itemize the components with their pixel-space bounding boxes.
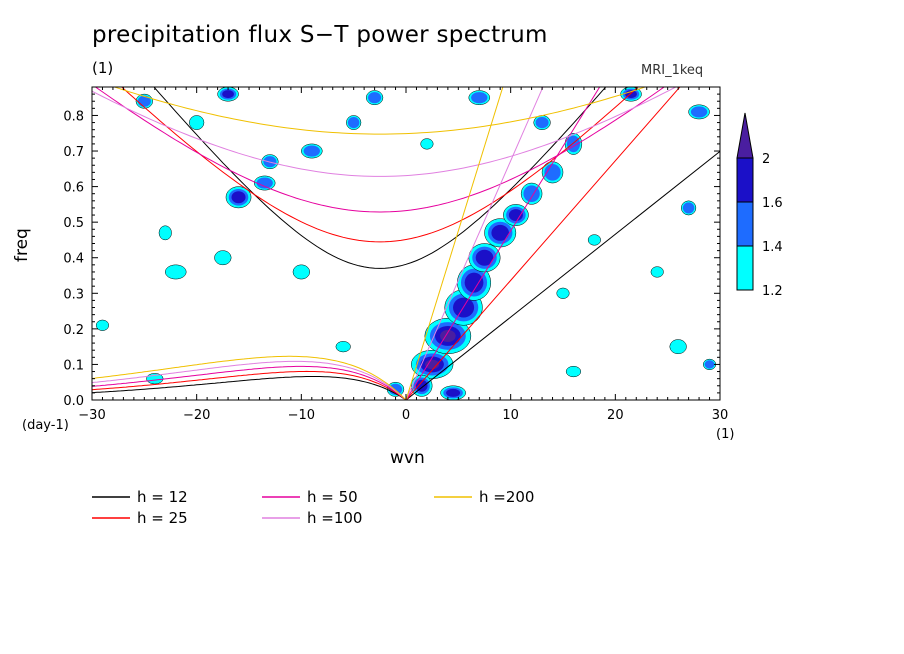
dispersion-curve-rossby	[92, 370, 407, 400]
chart-subtitle-right: MRI_1keq	[641, 63, 704, 78]
signal-patch	[165, 264, 187, 280]
dispersion-curve-ig	[153, 87, 607, 269]
legend-label: h = 50	[307, 488, 358, 506]
x-axis-unit: (1)	[716, 427, 735, 442]
x-tick-label: −20	[183, 408, 210, 423]
dispersion-curve-kelvin	[405, 150, 720, 400]
y-axis-unit: (day-1)	[22, 418, 69, 433]
dispersion-curve-ig	[112, 87, 647, 135]
colorbar-label: 2	[762, 152, 770, 167]
dispersion-curve-rossby	[92, 365, 407, 400]
signal-patch	[368, 92, 382, 104]
signal-patch	[471, 92, 488, 104]
y-tick-label: 0.7	[63, 145, 84, 160]
signal-patches	[95, 87, 717, 400]
x-tick-label: 10	[502, 408, 519, 423]
dispersion-curve-kelvin	[405, 87, 504, 400]
signal-patch	[704, 360, 715, 369]
legend-label: h = 12	[137, 488, 188, 506]
signal-patch	[222, 90, 234, 99]
signal-patch	[95, 319, 109, 331]
y-tick-label: 0.8	[63, 109, 84, 124]
signal-patch	[650, 266, 664, 278]
signal-patch	[189, 115, 205, 130]
signal-patch	[508, 209, 523, 222]
signal-patch	[292, 264, 310, 280]
x-tick-label: −10	[288, 408, 315, 423]
signal-patch	[464, 272, 484, 293]
signal-patch	[158, 225, 172, 241]
colorbar-segment	[736, 157, 754, 203]
y-tick-label: 0.5	[63, 216, 84, 231]
dispersion-curve-ig	[94, 87, 665, 213]
colorbar-segment	[736, 245, 754, 291]
signal-patch	[256, 177, 273, 189]
colorbar-segment	[736, 201, 754, 247]
dispersion-curves	[92, 87, 720, 400]
dispersion-curve-ig	[120, 87, 639, 243]
x-tick-label: 30	[712, 408, 729, 423]
legend: h = 12 h = 25 h = 50 h =100 h =200	[92, 488, 534, 527]
signal-patch	[587, 234, 601, 246]
dispersion-curve-rossby	[92, 360, 407, 400]
signal-patch	[565, 365, 582, 378]
signal-patch	[303, 145, 320, 157]
colorbar-cap	[736, 112, 754, 159]
legend-label: h =200	[479, 488, 534, 506]
signal-patch	[544, 164, 561, 181]
signal-patch	[690, 106, 708, 118]
chart-title: precipitation flux S−T power spectrum	[92, 22, 548, 48]
signal-patch	[491, 224, 509, 241]
dispersion-curve-kelvin	[405, 87, 544, 400]
chart-subtitle-left: (1)	[92, 59, 114, 77]
signal-patch	[347, 117, 360, 129]
x-axis-label: wvn	[390, 448, 425, 468]
legend-label: h =100	[307, 509, 362, 527]
signal-patch	[446, 388, 461, 397]
signal-patch	[231, 191, 246, 204]
signal-patch	[682, 202, 695, 214]
signal-patch	[415, 379, 428, 392]
signal-patch	[669, 339, 687, 355]
colorbar-label: 1.2	[762, 284, 783, 299]
signal-patch	[556, 287, 570, 299]
y-tick-label: 0.0	[63, 394, 84, 409]
dispersion-curve-kelvin	[405, 87, 601, 400]
dispersion-curve-rossby	[92, 355, 407, 400]
signal-patch	[335, 341, 351, 353]
signal-patch	[425, 359, 440, 370]
y-tick-label: 0.3	[63, 287, 84, 302]
colorbar-label: 1.4	[762, 240, 783, 255]
x-axis-ticks: −30 −20 −10 0 10 20 30	[78, 87, 728, 423]
y-axis-ticks: 0.0 0.1 0.2 0.3 0.4 0.5 0.6 0.7 0.8	[63, 86, 720, 409]
signal-patch	[475, 249, 494, 266]
colorbar-label: 1.6	[762, 196, 783, 211]
x-tick-label: 0	[402, 408, 410, 423]
legend-label: h = 25	[137, 509, 188, 527]
signal-patch	[420, 138, 434, 150]
dispersion-curve-ig	[92, 87, 677, 177]
dispersion-curve-kelvin	[405, 87, 681, 400]
y-tick-label: 0.1	[63, 358, 84, 373]
y-tick-label: 0.2	[63, 323, 84, 338]
signal-patch	[214, 250, 232, 266]
y-tick-label: 0.6	[63, 181, 84, 196]
x-tick-label: −30	[78, 408, 105, 423]
signal-patch	[535, 117, 549, 129]
dispersion-curve-rossby	[92, 376, 407, 400]
colorbar: 2 1.6 1.4 1.2	[736, 112, 783, 299]
y-tick-label: 0.4	[63, 252, 84, 267]
x-tick-label: 20	[607, 408, 624, 423]
